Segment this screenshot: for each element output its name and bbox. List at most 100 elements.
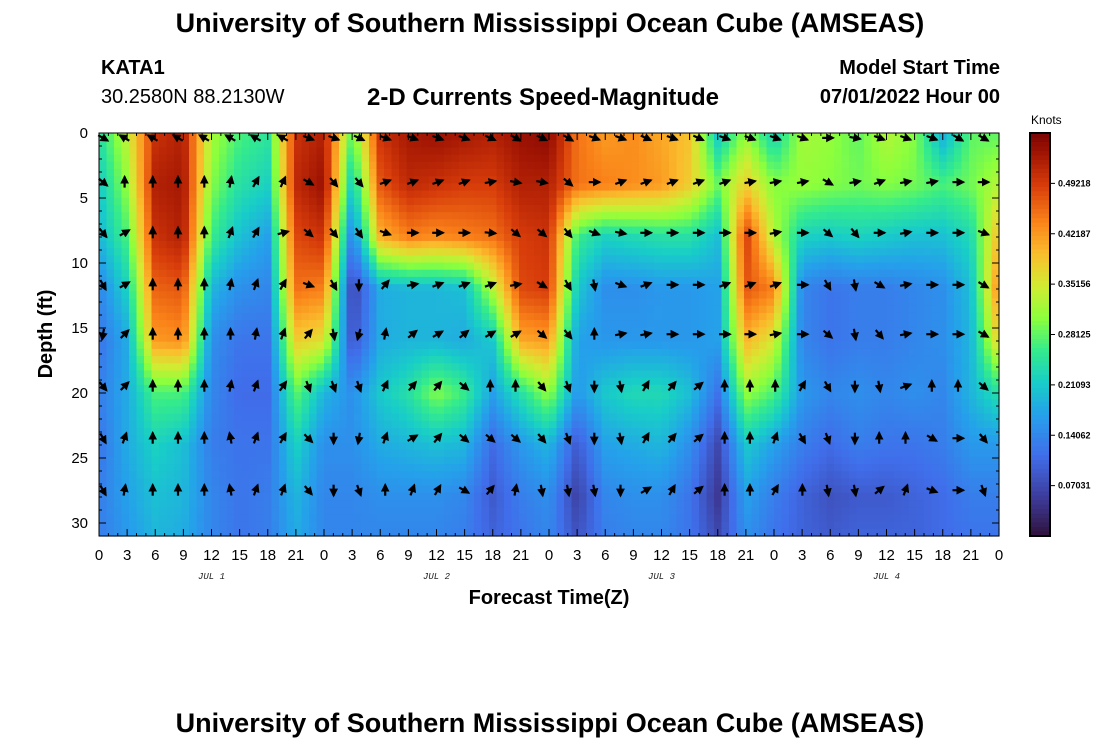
heatmap-cell (579, 212, 588, 220)
heatmap-cell (961, 363, 970, 372)
heatmap-cell (106, 212, 115, 220)
heatmap-cell (856, 363, 865, 372)
heatmap-cell (609, 154, 618, 163)
heatmap-cell (639, 183, 648, 192)
heatmap-cell (331, 298, 340, 307)
heatmap-cell (196, 212, 205, 220)
heatmap-cell (639, 147, 648, 156)
heatmap-cell (294, 161, 303, 170)
heatmap-cell (256, 226, 265, 235)
heatmap-cell (256, 291, 265, 300)
heatmap-cell (991, 392, 1000, 400)
heatmap-cell (886, 240, 895, 249)
heatmap-cell (391, 154, 400, 163)
heatmap-cell (789, 140, 798, 148)
heatmap-cell (661, 233, 670, 242)
heatmap-cell (196, 233, 205, 242)
heatmap-cell (901, 255, 910, 264)
heatmap-cell (864, 197, 873, 206)
heatmap-cell (796, 348, 805, 357)
heatmap-cell (256, 233, 265, 242)
heatmap-cell (639, 334, 648, 343)
heatmap-cell (271, 370, 280, 379)
heatmap-cell (714, 377, 723, 386)
heatmap-cell (339, 197, 348, 206)
heatmap-cell (414, 154, 423, 163)
heatmap-cell (181, 226, 190, 235)
heatmap-cell (144, 248, 153, 256)
heatmap-cell (601, 420, 610, 429)
heatmap-cell (219, 406, 228, 415)
heatmap-cell (549, 348, 558, 357)
heatmap-cell (196, 305, 205, 314)
heatmap-cell (264, 284, 273, 292)
heatmap-cell (496, 312, 505, 321)
heatmap-cell (519, 219, 528, 228)
heatmap-cell (204, 312, 213, 321)
heatmap-cell (759, 305, 768, 314)
heatmap-cell (676, 291, 685, 300)
heatmap-cell (706, 212, 715, 220)
heatmap-cell (316, 284, 325, 292)
heatmap-cell (549, 183, 558, 192)
heatmap-cell (714, 212, 723, 220)
heatmap-cell (451, 212, 460, 220)
heatmap-cell (759, 168, 768, 177)
heatmap-cell (624, 284, 633, 292)
heatmap-cell (309, 392, 318, 400)
heatmap-cell (234, 406, 243, 415)
heatmap-cell (466, 255, 475, 264)
heatmap-cell (901, 356, 910, 364)
heatmap-cell (331, 204, 340, 213)
heatmap-cell (654, 197, 663, 206)
heatmap-cell (894, 363, 903, 372)
heatmap-cell (669, 341, 678, 350)
heatmap-cell (144, 212, 153, 220)
heatmap-cell (459, 204, 468, 213)
heatmap-cell (369, 133, 378, 141)
heatmap-cell (541, 255, 550, 264)
heatmap-cell (729, 147, 738, 156)
heatmap-cell (984, 392, 993, 400)
heatmap-cell (804, 370, 813, 379)
heatmap-cell (151, 334, 160, 343)
heatmap-cell (534, 269, 543, 278)
heatmap-cell (639, 363, 648, 372)
heatmap-cell (361, 320, 370, 328)
heatmap-cell (309, 168, 318, 177)
heatmap-cell (849, 312, 858, 321)
heatmap-cell (114, 428, 123, 436)
heatmap-cell (226, 140, 235, 148)
heatmap-cell (736, 212, 745, 220)
heatmap-cell (924, 392, 933, 400)
heatmap-cell (286, 370, 295, 379)
heatmap-cell (751, 348, 760, 357)
heatmap-cell (669, 276, 678, 285)
heatmap-cell (136, 233, 145, 242)
heatmap-cell (856, 334, 865, 343)
heatmap-cell (556, 399, 565, 408)
heatmap-cell (969, 190, 978, 199)
heatmap-cell (534, 255, 543, 264)
heatmap-cell (331, 212, 340, 220)
heatmap-cell (196, 363, 205, 372)
heatmap-cell (556, 291, 565, 300)
heatmap-cell (451, 356, 460, 364)
heatmap-cell (729, 248, 738, 256)
heatmap-cell (466, 140, 475, 148)
heatmap-cell (781, 183, 790, 192)
heatmap-cell (766, 377, 775, 386)
heatmap-cell (916, 363, 925, 372)
heatmap-cell (436, 420, 445, 429)
heatmap-cell (766, 413, 775, 422)
heatmap-cell (624, 276, 633, 285)
heatmap-cell (804, 399, 813, 408)
heatmap-cell (751, 154, 760, 163)
heatmap-cell (466, 356, 475, 364)
heatmap-cell (429, 356, 438, 364)
heatmap-cell (781, 248, 790, 256)
heatmap-cell (991, 190, 1000, 199)
heatmap-cell (166, 334, 175, 343)
heatmap-cell (406, 320, 415, 328)
heatmap-cell (931, 240, 940, 249)
